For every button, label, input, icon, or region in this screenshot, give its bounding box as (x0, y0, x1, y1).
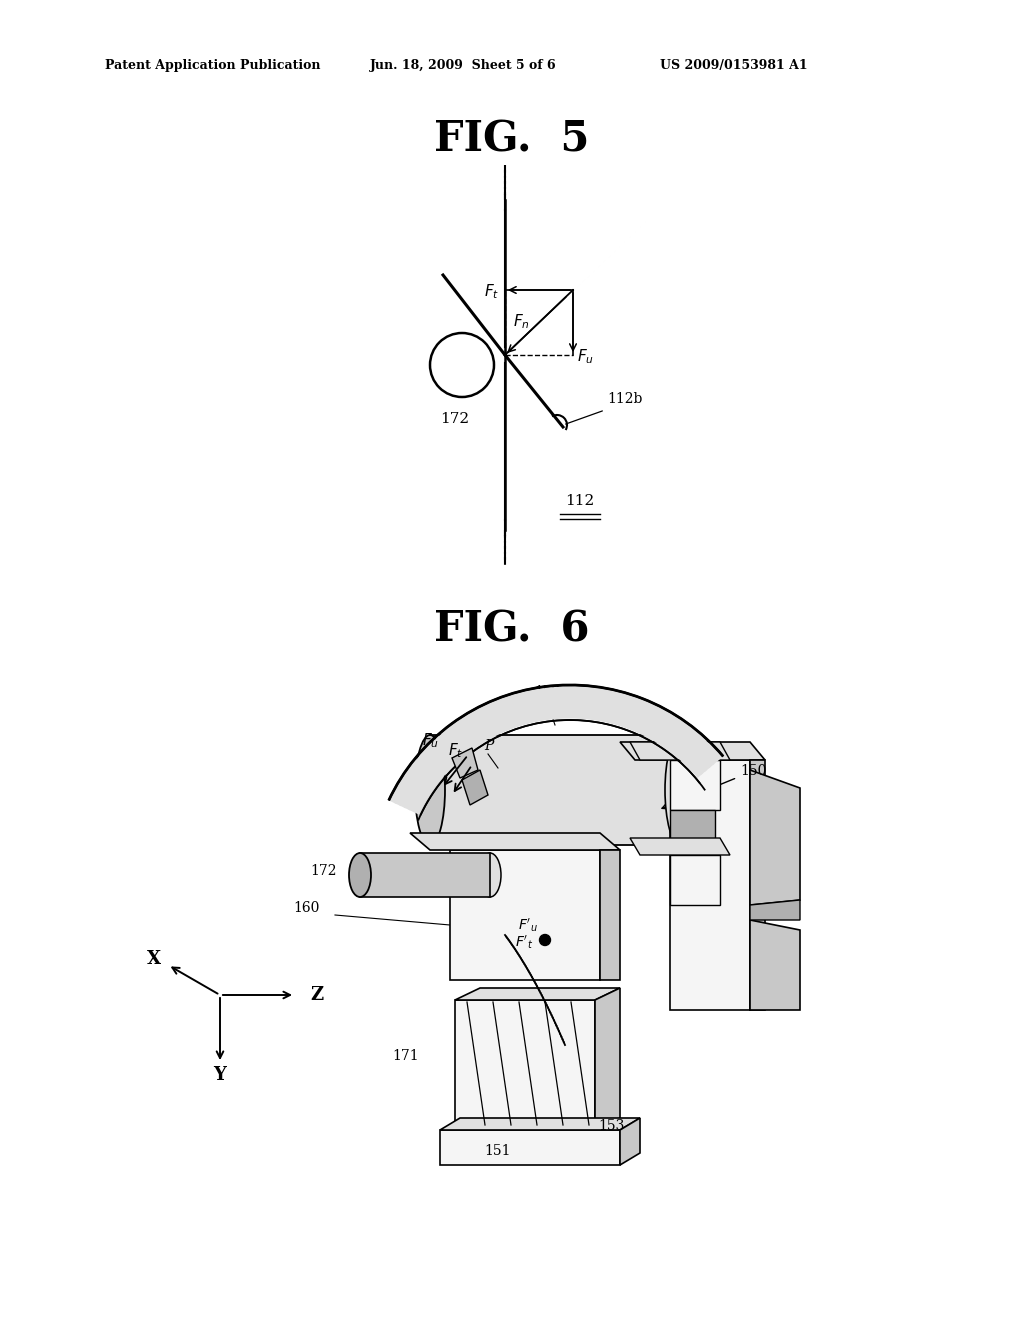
Text: $F'_u$: $F'_u$ (518, 917, 538, 935)
Polygon shape (620, 1118, 640, 1166)
Text: $F_t$: $F_t$ (449, 741, 463, 760)
Polygon shape (670, 810, 715, 855)
Polygon shape (750, 920, 800, 1010)
Polygon shape (670, 760, 720, 810)
Text: FIG.  5: FIG. 5 (434, 119, 590, 161)
Polygon shape (620, 742, 765, 760)
Polygon shape (462, 770, 488, 805)
Polygon shape (670, 760, 750, 1010)
Polygon shape (360, 853, 490, 898)
Text: 171: 171 (392, 1049, 419, 1063)
Text: FIG.  6: FIG. 6 (434, 609, 590, 651)
Text: 151: 151 (484, 1144, 511, 1158)
Polygon shape (630, 838, 730, 855)
Polygon shape (455, 1001, 595, 1130)
Circle shape (540, 935, 551, 945)
Text: X: X (146, 950, 161, 968)
Text: 112: 112 (565, 494, 595, 508)
Polygon shape (600, 850, 620, 979)
Text: US 2009/0153981 A1: US 2009/0153981 A1 (660, 58, 808, 71)
Polygon shape (750, 900, 800, 920)
Polygon shape (750, 760, 765, 1010)
Polygon shape (430, 735, 680, 845)
Ellipse shape (415, 735, 445, 845)
Text: Patent Application Publication: Patent Application Publication (105, 58, 321, 71)
Text: P: P (484, 739, 494, 752)
Text: Y: Y (214, 1067, 226, 1084)
Text: 172: 172 (310, 865, 337, 878)
Text: Jun. 18, 2009  Sheet 5 of 6: Jun. 18, 2009 Sheet 5 of 6 (370, 58, 557, 71)
Polygon shape (410, 833, 620, 850)
Polygon shape (595, 987, 620, 1130)
Polygon shape (440, 1118, 640, 1130)
Text: 172: 172 (440, 412, 469, 426)
Polygon shape (450, 850, 600, 979)
Text: 152: 152 (535, 685, 561, 700)
Text: 160: 160 (293, 902, 319, 915)
Text: $F'_t$: $F'_t$ (515, 933, 534, 952)
Text: $F_n$: $F_n$ (513, 313, 529, 331)
Text: $F_u$: $F_u$ (422, 731, 439, 750)
Ellipse shape (479, 853, 501, 898)
Text: $F_t$: $F_t$ (483, 282, 499, 301)
Text: 153: 153 (598, 1119, 625, 1133)
Polygon shape (452, 748, 478, 777)
Polygon shape (440, 1130, 620, 1166)
Text: Z: Z (310, 986, 324, 1005)
Text: $F_u$: $F_u$ (577, 347, 594, 367)
Polygon shape (455, 987, 620, 1001)
Polygon shape (670, 855, 720, 906)
Text: 112b: 112b (607, 392, 642, 407)
Polygon shape (630, 742, 730, 760)
Polygon shape (750, 770, 800, 906)
Ellipse shape (665, 735, 695, 845)
Ellipse shape (349, 853, 371, 898)
Text: 150: 150 (662, 764, 766, 809)
